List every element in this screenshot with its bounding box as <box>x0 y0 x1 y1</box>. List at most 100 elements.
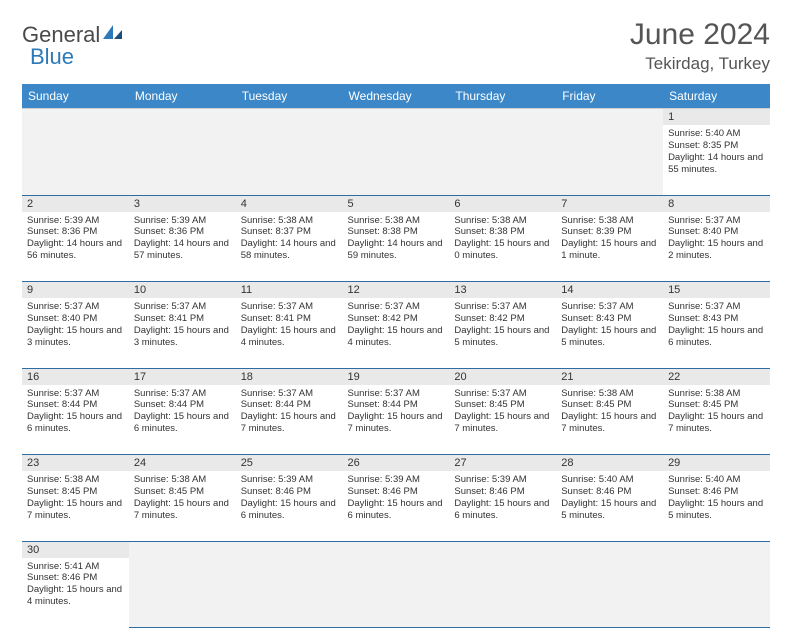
sunrise-text: Sunrise: 5:39 AM <box>454 474 551 486</box>
day-header: Sunday <box>22 84 129 109</box>
day-number-cell <box>236 109 343 126</box>
daylight-text: Daylight: 15 hours and 5 minutes. <box>561 325 658 349</box>
day-number-cell <box>449 109 556 126</box>
daylight-text: Daylight: 15 hours and 0 minutes. <box>454 238 551 262</box>
daylight-text: Daylight: 15 hours and 5 minutes. <box>454 325 551 349</box>
day-number-cell: 17 <box>129 368 236 385</box>
day-number-cell <box>129 541 236 558</box>
day-cell <box>556 558 663 628</box>
sunset-text: Sunset: 8:46 PM <box>348 486 445 498</box>
day-cell <box>343 558 450 628</box>
daylight-text: Daylight: 15 hours and 4 minutes. <box>241 325 338 349</box>
day-cell: Sunrise: 5:38 AMSunset: 8:45 PMDaylight:… <box>22 471 129 541</box>
day-number-cell: 9 <box>22 282 129 299</box>
sunset-text: Sunset: 8:45 PM <box>561 399 658 411</box>
daylight-text: Daylight: 15 hours and 3 minutes. <box>134 325 231 349</box>
sunrise-text: Sunrise: 5:37 AM <box>241 388 338 400</box>
day-cell: Sunrise: 5:37 AMSunset: 8:41 PMDaylight:… <box>129 298 236 368</box>
daylight-text: Daylight: 15 hours and 6 minutes. <box>454 498 551 522</box>
day-number-row: 30 <box>22 541 770 558</box>
sunrise-text: Sunrise: 5:39 AM <box>134 215 231 227</box>
sunset-text: Sunset: 8:36 PM <box>134 226 231 238</box>
day-cell: Sunrise: 5:40 AMSunset: 8:46 PMDaylight:… <box>663 471 770 541</box>
sunrise-text: Sunrise: 5:39 AM <box>348 474 445 486</box>
day-number-cell: 11 <box>236 282 343 299</box>
brand-text-2: Blue <box>30 44 74 70</box>
sunset-text: Sunset: 8:43 PM <box>668 313 765 325</box>
day-number-cell: 21 <box>556 368 663 385</box>
sunrise-text: Sunrise: 5:37 AM <box>668 301 765 313</box>
day-cell <box>343 125 450 195</box>
daylight-text: Daylight: 15 hours and 6 minutes. <box>27 411 124 435</box>
sunset-text: Sunset: 8:42 PM <box>348 313 445 325</box>
sunrise-text: Sunrise: 5:38 AM <box>27 474 124 486</box>
day-cell: Sunrise: 5:37 AMSunset: 8:40 PMDaylight:… <box>663 212 770 282</box>
day-cell <box>129 558 236 628</box>
day-cell: Sunrise: 5:39 AMSunset: 8:36 PMDaylight:… <box>22 212 129 282</box>
sunrise-text: Sunrise: 5:37 AM <box>241 301 338 313</box>
sunset-text: Sunset: 8:44 PM <box>134 399 231 411</box>
day-number-cell: 28 <box>556 455 663 472</box>
daylight-text: Daylight: 15 hours and 2 minutes. <box>668 238 765 262</box>
sunset-text: Sunset: 8:46 PM <box>241 486 338 498</box>
day-number-cell: 26 <box>343 455 450 472</box>
day-cell <box>449 125 556 195</box>
day-number-cell <box>129 109 236 126</box>
sunset-text: Sunset: 8:35 PM <box>668 140 765 152</box>
day-header: Tuesday <box>236 84 343 109</box>
daylight-text: Daylight: 14 hours and 59 minutes. <box>348 238 445 262</box>
daylight-text: Daylight: 15 hours and 7 minutes. <box>27 498 124 522</box>
sunset-text: Sunset: 8:44 PM <box>241 399 338 411</box>
day-cell: Sunrise: 5:39 AMSunset: 8:36 PMDaylight:… <box>129 212 236 282</box>
sunrise-text: Sunrise: 5:37 AM <box>27 301 124 313</box>
daylight-text: Daylight: 15 hours and 7 minutes. <box>134 498 231 522</box>
day-cell <box>236 125 343 195</box>
day-number-cell <box>663 541 770 558</box>
sunrise-text: Sunrise: 5:39 AM <box>27 215 124 227</box>
day-number-row: 2345678 <box>22 195 770 212</box>
calendar-body: 1Sunrise: 5:40 AMSunset: 8:35 PMDaylight… <box>22 109 770 628</box>
sunrise-text: Sunrise: 5:38 AM <box>561 388 658 400</box>
day-number-cell <box>449 541 556 558</box>
daylight-text: Daylight: 15 hours and 3 minutes. <box>27 325 124 349</box>
sunset-text: Sunset: 8:44 PM <box>348 399 445 411</box>
calendar-page: General June 2024 Tekirdag, Turkey Blue … <box>0 0 792 638</box>
sunrise-text: Sunrise: 5:40 AM <box>668 128 765 140</box>
sunrise-text: Sunrise: 5:40 AM <box>561 474 658 486</box>
day-number-cell: 18 <box>236 368 343 385</box>
sunset-text: Sunset: 8:45 PM <box>454 399 551 411</box>
day-cell: Sunrise: 5:39 AMSunset: 8:46 PMDaylight:… <box>236 471 343 541</box>
sunrise-text: Sunrise: 5:38 AM <box>454 215 551 227</box>
day-number-cell: 4 <box>236 195 343 212</box>
sunset-text: Sunset: 8:39 PM <box>561 226 658 238</box>
day-number-cell: 7 <box>556 195 663 212</box>
sunrise-text: Sunrise: 5:40 AM <box>668 474 765 486</box>
sunrise-text: Sunrise: 5:37 AM <box>348 388 445 400</box>
day-number-cell: 22 <box>663 368 770 385</box>
daylight-text: Daylight: 15 hours and 1 minute. <box>561 238 658 262</box>
sunset-text: Sunset: 8:45 PM <box>27 486 124 498</box>
day-cell: Sunrise: 5:38 AMSunset: 8:45 PMDaylight:… <box>556 385 663 455</box>
day-cell: Sunrise: 5:38 AMSunset: 8:38 PMDaylight:… <box>449 212 556 282</box>
daylight-text: Daylight: 14 hours and 55 minutes. <box>668 152 765 176</box>
sunset-text: Sunset: 8:44 PM <box>27 399 124 411</box>
sunrise-text: Sunrise: 5:37 AM <box>134 388 231 400</box>
day-header: Wednesday <box>343 84 450 109</box>
daylight-text: Daylight: 15 hours and 6 minutes. <box>241 498 338 522</box>
daylight-text: Daylight: 15 hours and 4 minutes. <box>27 584 124 608</box>
sunrise-text: Sunrise: 5:37 AM <box>348 301 445 313</box>
day-cell: Sunrise: 5:37 AMSunset: 8:44 PMDaylight:… <box>343 385 450 455</box>
sunrise-text: Sunrise: 5:39 AM <box>241 474 338 486</box>
day-number-cell: 12 <box>343 282 450 299</box>
day-number-cell: 19 <box>343 368 450 385</box>
sunset-text: Sunset: 8:38 PM <box>348 226 445 238</box>
sunset-text: Sunset: 8:43 PM <box>561 313 658 325</box>
day-number-cell: 30 <box>22 541 129 558</box>
daylight-text: Daylight: 15 hours and 6 minutes. <box>348 498 445 522</box>
sunset-text: Sunset: 8:41 PM <box>134 313 231 325</box>
week-row: Sunrise: 5:39 AMSunset: 8:36 PMDaylight:… <box>22 212 770 282</box>
sunrise-text: Sunrise: 5:37 AM <box>27 388 124 400</box>
day-number-cell: 14 <box>556 282 663 299</box>
sunrise-text: Sunrise: 5:38 AM <box>241 215 338 227</box>
day-header-row: Sunday Monday Tuesday Wednesday Thursday… <box>22 84 770 109</box>
